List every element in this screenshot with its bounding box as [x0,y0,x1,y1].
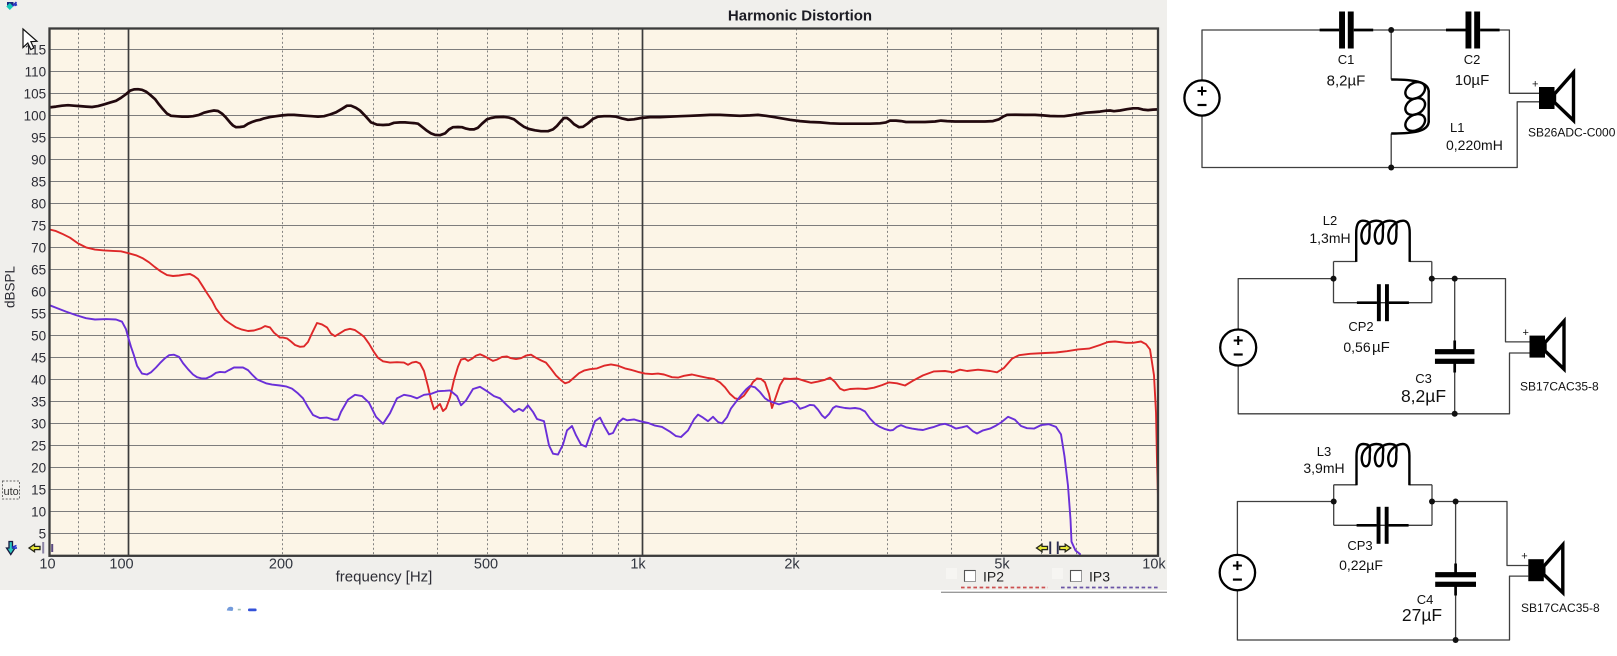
svg-text:0,22µF: 0,22µF [1339,557,1383,573]
svg-text:L1: L1 [1450,120,1464,135]
svg-text:80: 80 [31,197,46,212]
svg-text:8,2µF: 8,2µF [1401,386,1446,406]
svg-text:50: 50 [31,329,46,344]
svg-text:10: 10 [31,505,46,520]
svg-text:IP3: IP3 [1089,569,1110,585]
svg-text:SB17CAC35-8: SB17CAC35-8 [1521,601,1600,615]
svg-text:C2: C2 [1464,52,1481,67]
svg-text:0,56: 0,56 [1343,339,1370,355]
svg-text:CP3: CP3 [1347,538,1372,553]
svg-text:L3: L3 [1317,444,1331,459]
svg-text:15: 15 [31,483,46,498]
svg-text:60: 60 [31,285,46,300]
svg-text:+: + [1532,79,1538,91]
svg-text:200: 200 [269,557,293,573]
svg-text:Harmonic Distortion: Harmonic Distortion [728,8,872,25]
svg-text:+: + [1523,327,1529,339]
svg-text:C1: C1 [1338,52,1355,67]
svg-text:100: 100 [109,557,133,573]
svg-text:115: 115 [25,43,47,58]
svg-text:µF: µF [1372,339,1390,356]
svg-text:C4: C4 [1417,592,1434,607]
svg-text:105: 105 [24,87,47,102]
svg-text:10: 10 [39,557,55,573]
svg-text:uto: uto [4,486,19,498]
svg-text:SB17CAC35-8: SB17CAC35-8 [1520,380,1599,394]
svg-text:SB26ADC-C000: SB26ADC-C000 [1528,126,1616,140]
svg-text:500: 500 [474,557,498,573]
svg-text:27µF: 27µF [1402,605,1442,625]
svg-text:35: 35 [31,395,46,410]
svg-text:20: 20 [31,461,46,476]
svg-text:90: 90 [31,153,46,168]
svg-text:25: 25 [31,439,46,454]
svg-text:IP2: IP2 [983,569,1004,585]
svg-text:+: + [1521,551,1527,563]
svg-text:2k: 2k [784,557,800,573]
svg-text:5: 5 [39,527,47,542]
svg-text:CP2: CP2 [1348,319,1373,334]
svg-text:dBSPL: dBSPL [3,265,18,308]
svg-text:0,220mH: 0,220mH [1446,137,1503,153]
svg-text:frequency [Hz]: frequency [Hz] [336,569,433,586]
svg-text:10k: 10k [1142,557,1166,573]
svg-text:C3: C3 [1415,371,1432,386]
svg-text:100: 100 [24,109,47,124]
svg-text:45: 45 [31,351,46,366]
svg-text:30: 30 [31,417,46,432]
svg-text:1k: 1k [630,557,646,573]
svg-text:85: 85 [31,175,46,190]
svg-text:70: 70 [31,241,46,256]
svg-text:95: 95 [31,131,46,146]
svg-text:75: 75 [31,219,46,234]
svg-text:5k: 5k [994,557,1010,573]
svg-text:55: 55 [31,307,46,322]
svg-text:1,3mH: 1,3mH [1309,230,1350,246]
svg-text:10µF: 10µF [1455,72,1490,89]
svg-text:110: 110 [25,65,47,80]
svg-text:L2: L2 [1323,213,1337,228]
svg-text:3,9mH: 3,9mH [1303,460,1344,476]
svg-text:40: 40 [31,373,46,388]
svg-text:8,2µF: 8,2µF [1327,73,1366,90]
svg-text:65: 65 [31,263,46,278]
